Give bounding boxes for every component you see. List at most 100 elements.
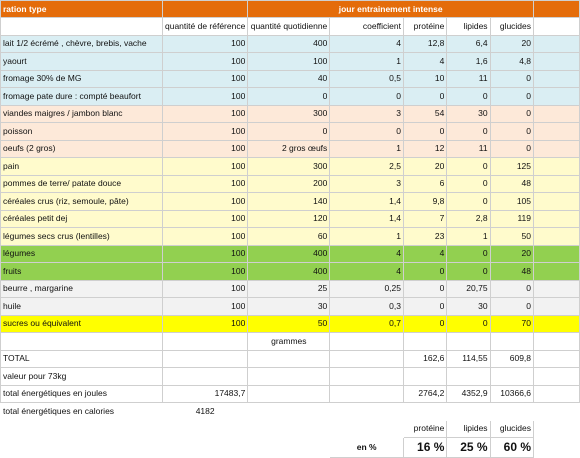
cell-glu[interactable]: 0 [489, 69, 535, 88]
cell-lip[interactable]: 11 [446, 69, 491, 88]
cell-ref[interactable]: 100 [161, 87, 249, 106]
cell-ref[interactable]: 100 [161, 209, 249, 228]
cell-glu[interactable]: 20 [489, 34, 535, 53]
joules-prot[interactable]: 2764,2 [402, 384, 448, 403]
cell-coef[interactable]: 4 [329, 244, 404, 263]
cell-glu[interactable]: 0 [489, 297, 535, 316]
cell-coef[interactable]: 1 [329, 139, 404, 158]
summary-lip-pct[interactable]: 25 % [446, 437, 491, 458]
cell-coef[interactable]: 1,4 [329, 192, 404, 211]
cell-qty[interactable]: 2 gros œufs [247, 139, 331, 158]
row-label[interactable]: céréales crus (riz, semoule, pâte) [0, 192, 163, 211]
row-label[interactable]: huile [0, 297, 163, 316]
cell-prot[interactable]: 0 [402, 279, 448, 298]
cell-coef[interactable]: 0,25 [329, 279, 404, 298]
cell-ref[interactable]: 100 [161, 139, 249, 158]
cell-qty[interactable]: 300 [247, 104, 331, 123]
cell-empty[interactable] [533, 174, 580, 193]
cell-prot[interactable]: 0 [402, 87, 448, 106]
cell-lip[interactable]: 0 [446, 122, 491, 141]
joules-label[interactable]: total énergétiques en joules [0, 384, 163, 403]
cell-qty[interactable]: 30 [247, 297, 331, 316]
cell-qty[interactable]: 400 [247, 262, 331, 281]
cell-prot[interactable]: 23 [402, 227, 448, 246]
cell-qty[interactable]: 400 [247, 34, 331, 53]
cell-glu[interactable]: 119 [489, 209, 535, 228]
row-label[interactable]: pain [0, 157, 163, 176]
col-header-prot[interactable]: protéine [402, 17, 448, 36]
cell-glu[interactable]: 48 [489, 262, 535, 281]
cell-ref[interactable]: 100 [161, 34, 249, 53]
grammes-label[interactable]: grammes [247, 332, 331, 351]
total-glu[interactable]: 609,8 [489, 349, 535, 368]
cell-glu[interactable]: 0 [489, 87, 535, 106]
cell-glu[interactable]: 4,8 [489, 52, 535, 71]
cell-lip[interactable]: 20,75 [446, 279, 491, 298]
joules-lip[interactable]: 4352,9 [446, 384, 491, 403]
summary-prot-label[interactable]: protéine [402, 419, 448, 438]
cell-coef[interactable]: 0,7 [329, 314, 404, 333]
col-header-glu[interactable]: glucides [489, 17, 535, 36]
cell-qty[interactable]: 0 [247, 87, 331, 106]
total-prot[interactable]: 162,6 [402, 349, 448, 368]
cell-qty[interactable]: 25 [247, 279, 331, 298]
cell-lip[interactable]: 0 [446, 174, 491, 193]
row-label[interactable]: céréales petit dej [0, 209, 163, 228]
cell-glu[interactable]: 0 [489, 104, 535, 123]
row-label[interactable]: oeufs (2 gros) [0, 139, 163, 158]
cell-coef[interactable]: 4 [329, 262, 404, 281]
col-header-qty[interactable]: quantité quotidienne [247, 17, 331, 36]
cell-coef[interactable]: 1 [329, 52, 404, 71]
cell-coef[interactable]: 3 [329, 104, 404, 123]
cell-prot[interactable]: 20 [402, 157, 448, 176]
cell-lip[interactable]: 0 [446, 157, 491, 176]
joules-glu[interactable]: 10366,6 [489, 384, 535, 403]
cell-coef[interactable]: 0 [329, 122, 404, 141]
cell-ref[interactable]: 100 [161, 297, 249, 316]
cell-empty[interactable] [533, 104, 580, 123]
row-label[interactable]: légumes [0, 244, 163, 263]
cell-coef[interactable]: 0 [329, 87, 404, 106]
col-header-coef[interactable]: coefficient [329, 17, 404, 36]
cell-empty[interactable] [533, 279, 580, 298]
cell-ref[interactable]: 100 [161, 157, 249, 176]
cell-empty[interactable] [533, 157, 580, 176]
cell-prot[interactable]: 9,8 [402, 192, 448, 211]
cell-lip[interactable]: 0 [446, 314, 491, 333]
header-ration-type[interactable]: ration type [0, 0, 163, 18]
cell-ref[interactable]: 100 [161, 262, 249, 281]
cell-prot[interactable]: 0 [402, 122, 448, 141]
cell-glu[interactable]: 105 [489, 192, 535, 211]
cell-empty[interactable] [533, 139, 580, 158]
cell-ref[interactable]: 100 [161, 244, 249, 263]
summary-en-label[interactable]: en % [329, 437, 404, 458]
cell-qty[interactable]: 50 [247, 314, 331, 333]
cell-glu[interactable]: 48 [489, 174, 535, 193]
cell-lip[interactable]: 30 [446, 297, 491, 316]
row-label[interactable]: fromage 30% de MG [0, 69, 163, 88]
cell-empty[interactable] [533, 192, 580, 211]
cell-lip[interactable]: 30 [446, 104, 491, 123]
summary-lip-label[interactable]: lipides [446, 419, 491, 438]
cell-ref[interactable]: 100 [161, 174, 249, 193]
cell-glu[interactable]: 125 [489, 157, 535, 176]
cell-qty[interactable]: 140 [247, 192, 331, 211]
cell-lip[interactable]: 0 [446, 192, 491, 211]
total-label[interactable]: TOTAL [0, 349, 163, 368]
cell-qty[interactable]: 200 [247, 174, 331, 193]
row-label[interactable]: lait 1/2 écrémé , chèvre, brebis, vache [0, 34, 163, 53]
cell-empty[interactable] [533, 227, 580, 246]
cell-lip[interactable]: 0 [446, 262, 491, 281]
row-label[interactable]: légumes secs crus (lentilles) [0, 227, 163, 246]
cell-coef[interactable]: 3 [329, 174, 404, 193]
summary-glu-label[interactable]: glucides [489, 419, 535, 438]
cell-empty[interactable] [533, 87, 580, 106]
cell-prot[interactable]: 0 [402, 297, 448, 316]
calories-label[interactable]: total énergétiques en calories [0, 402, 163, 420]
cell-lip[interactable]: 0 [446, 244, 491, 263]
cell-empty[interactable] [533, 34, 580, 53]
cell-glu[interactable]: 0 [489, 279, 535, 298]
joules-ref[interactable]: 17483,7 [161, 384, 249, 403]
cell-ref[interactable]: 100 [161, 227, 249, 246]
cell-coef[interactable]: 0,5 [329, 69, 404, 88]
